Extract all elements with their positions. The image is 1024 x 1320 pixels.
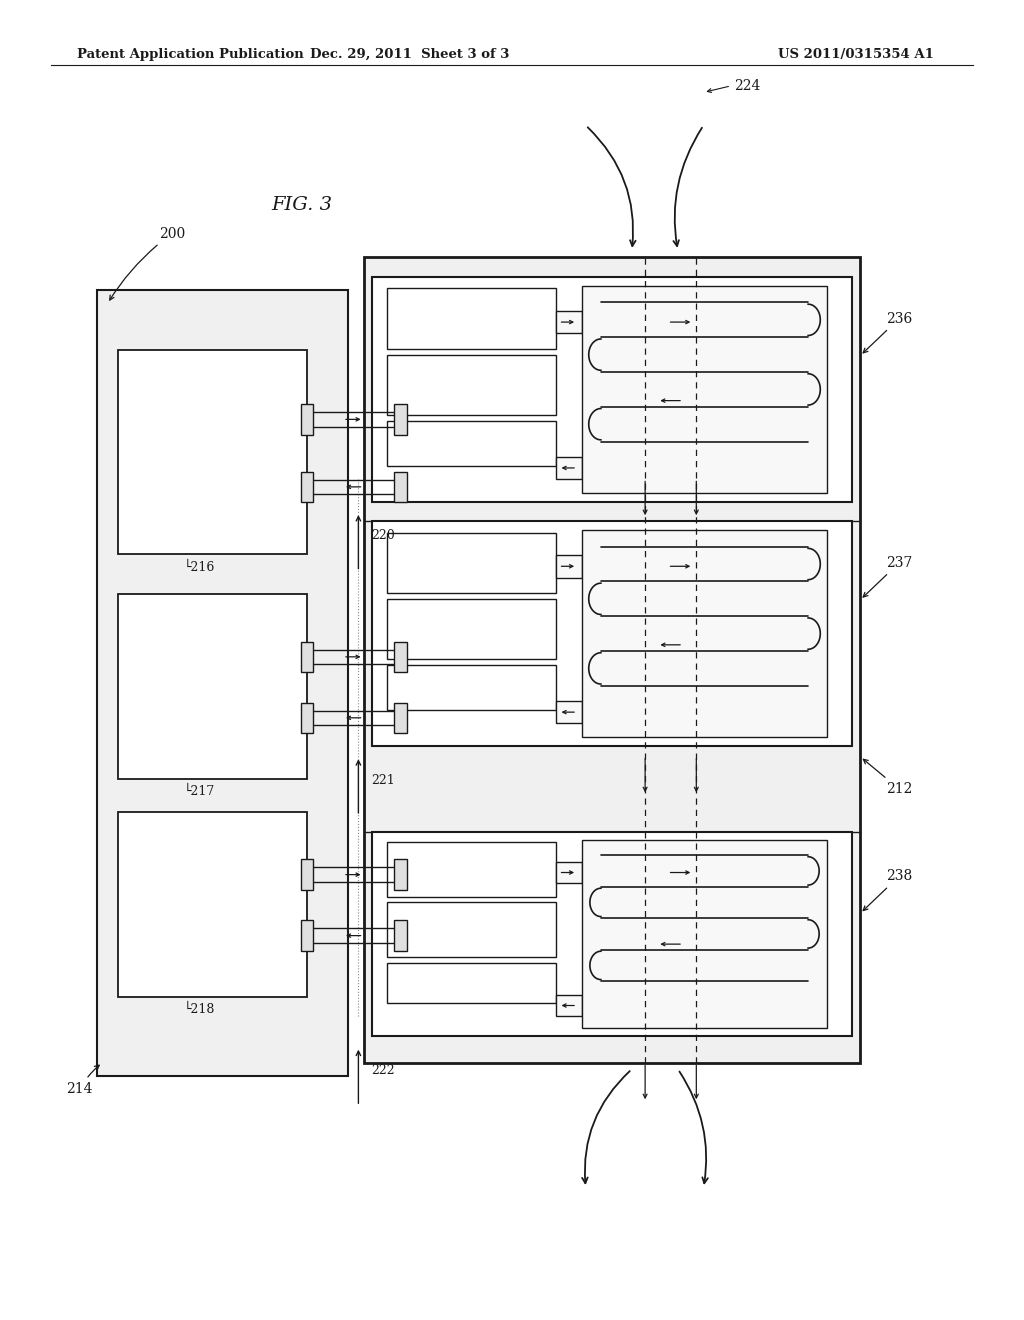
Text: └216: └216 [184,561,215,574]
Bar [556,862,582,883]
Bar [387,288,556,348]
Text: Patent Application Publication: Patent Application Publication [77,48,303,61]
Text: Dec. 29, 2011  Sheet 3 of 3: Dec. 29, 2011 Sheet 3 of 3 [310,48,509,61]
Bar [387,665,556,710]
Bar [301,471,313,502]
Text: 212: 212 [863,759,912,796]
Bar [387,355,556,416]
Bar [387,532,556,593]
Bar [387,842,556,898]
Bar [118,350,307,554]
Text: US 2011/0315354 A1: US 2011/0315354 A1 [778,48,934,61]
Bar [556,457,582,479]
Bar [301,404,313,434]
Bar [556,554,582,578]
Text: 214: 214 [67,1065,99,1096]
Bar [394,404,407,434]
Bar [387,599,556,660]
Bar [556,995,582,1016]
Bar [372,277,852,502]
Bar [556,310,582,333]
Bar [556,701,582,723]
Bar [387,421,556,466]
Bar [387,902,556,957]
Text: 220: 220 [371,529,394,543]
Bar [394,702,407,733]
Bar [301,859,313,890]
Bar [97,290,348,1076]
Bar [387,962,556,1003]
Text: 236: 236 [863,312,912,352]
Text: 238: 238 [863,870,912,911]
Text: └217: └217 [184,785,215,799]
Text: └218: └218 [184,1003,215,1016]
Bar [372,832,852,1036]
Bar [582,531,827,737]
Bar [394,920,407,950]
Bar [301,642,313,672]
Bar [364,257,860,1063]
Text: 221: 221 [371,774,394,787]
Bar [301,702,313,733]
Bar [394,642,407,672]
Bar [394,859,407,890]
Text: 200: 200 [110,227,185,300]
Text: 237: 237 [863,556,912,597]
Bar [301,920,313,950]
Bar [372,521,852,746]
Text: FIG. 3: FIG. 3 [271,195,333,214]
Bar [118,812,307,997]
Bar [582,286,827,492]
Text: 224: 224 [734,79,761,92]
Bar [118,594,307,779]
Text: 222: 222 [371,1064,394,1077]
Bar [394,471,407,502]
Bar [582,840,827,1028]
